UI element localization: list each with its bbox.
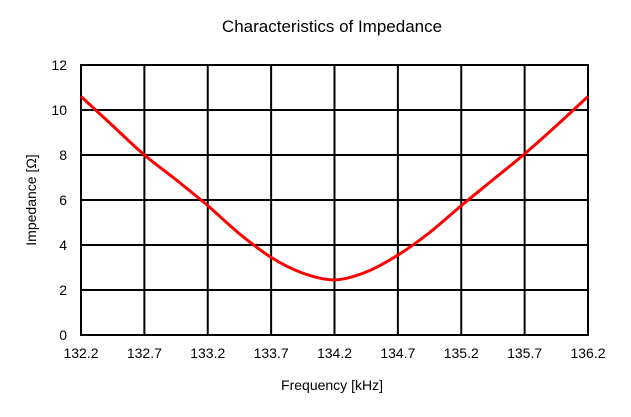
x-tick-label: 133.2 <box>190 345 225 361</box>
x-tick-label: 132.2 <box>63 345 98 361</box>
grid <box>81 65 588 335</box>
chart-title: Characteristics of Impedance <box>222 17 442 36</box>
y-tick-label: 4 <box>59 237 67 253</box>
x-tick-label: 135.2 <box>444 345 479 361</box>
impedance-series-line <box>79 95 590 282</box>
y-tick-label: 2 <box>59 282 67 298</box>
x-axis-label: Frequency [kHz] <box>281 377 383 393</box>
x-tick-label: 136.2 <box>570 345 605 361</box>
plot-frame <box>80 64 589 336</box>
series-layer <box>79 95 590 282</box>
y-tick-label: 0 <box>59 327 67 343</box>
x-tick-label: 134.7 <box>380 345 415 361</box>
x-tick-label: 135.7 <box>507 345 542 361</box>
y-tick-label: 6 <box>59 192 67 208</box>
y-tick-labels: 0 2 4 6 8 10 12 <box>51 57 67 343</box>
y-tick-label: 12 <box>51 57 67 73</box>
y-axis-label: Impedance [Ω] <box>23 154 39 245</box>
y-tick-label: 8 <box>59 147 67 163</box>
x-tick-label: 134.2 <box>317 345 352 361</box>
x-tick-label: 132.7 <box>127 345 162 361</box>
y-tick-label: 10 <box>51 102 67 118</box>
x-tick-label: 133.7 <box>254 345 289 361</box>
x-tick-labels: 132.2 132.7 133.2 133.7 134.2 134.7 135.2 135.7… <box>63 345 605 361</box>
